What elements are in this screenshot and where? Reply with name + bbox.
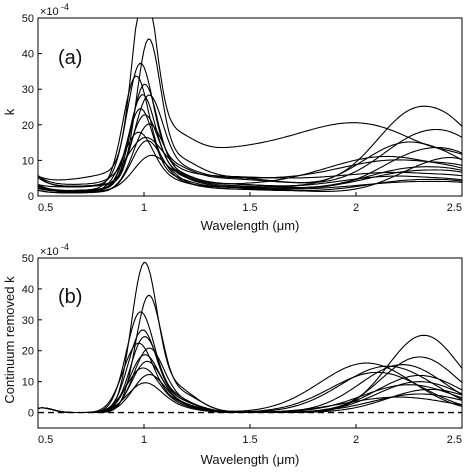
panel-b-y-multiplier-exponent: -4 — [61, 242, 69, 252]
panel-b-series-line-1 — [37, 261, 463, 414]
panel-b-label: (b) — [58, 286, 82, 308]
panel-a-x-axis-label: Wavelength (μm) — [201, 218, 300, 233]
panel-a-y-tick-label: 30 — [22, 84, 34, 96]
panel-b-series-line-10 — [37, 367, 463, 414]
panel-b-x-tick-label: 0.5 — [38, 434, 53, 446]
panel-b-y-tick-label: 0 — [28, 408, 34, 420]
panel-b-x-tick-label: 1 — [141, 434, 147, 446]
panel-a-y-multiplier-exponent: -4 — [61, 2, 69, 12]
panel-a-x-tick-label: 0.5 — [38, 202, 53, 214]
panel-a-series-line-3 — [37, 62, 463, 188]
panel-b-ticks: 0.5 1 1.5 2 2.5 0 10 20 30 40 50 — [22, 253, 463, 446]
panel-b-x-tick-label: 1.5 — [242, 434, 257, 446]
panel-a-series-line-2 — [37, 38, 463, 188]
panel-a-series-line-13 — [37, 136, 463, 185]
panel-b-y-multiplier: ×10 — [40, 246, 59, 258]
panel-b-series-line-12 — [37, 382, 463, 414]
panel-b-x-tick-label: 2 — [353, 434, 359, 446]
panel-a-x-tick-label: 1.5 — [242, 202, 257, 214]
panel-b-series-line-9 — [37, 360, 463, 414]
panel-a-series-line-9 — [37, 114, 463, 192]
panel-a-y-axis-label: k — [2, 108, 17, 115]
panel-a-x-tick-label: 2 — [353, 202, 359, 214]
panel-b-x-axis-label: Wavelength (μm) — [201, 452, 300, 467]
panel-b-series-line-6 — [37, 342, 463, 414]
panel-a-y-multiplier: ×10 — [40, 6, 59, 18]
panel-b-y-tick-label: 50 — [22, 253, 34, 265]
panel-b-curves — [37, 261, 463, 414]
panel-a: 0.5 1 1.5 2 2.5 0 10 20 30 40 50 (a) ×10 -4 k Wave… — [2, 2, 463, 233]
panel-a-series-line-14 — [37, 154, 463, 192]
panel-b-y-tick-label: 40 — [22, 284, 34, 296]
panel-a-x-tick-label: 2.5 — [447, 202, 462, 214]
panel-a-y-tick-label: 50 — [22, 13, 34, 25]
panel-a-series-line-11 — [37, 131, 463, 193]
panel-b-series-line-8 — [37, 354, 463, 414]
panel-b-y-tick-label: 10 — [22, 377, 34, 389]
panel-b-y-tick-label: 30 — [22, 315, 34, 327]
panel-b-series-line-4 — [37, 329, 463, 414]
panel-b-series-line-5 — [37, 336, 463, 414]
panel-b: 0.5 1 1.5 2 2.5 0 10 20 30 40 50 (b) ×10 -4 Contin… — [2, 242, 463, 467]
panel-a-y-tick-label: 20 — [22, 120, 34, 132]
panel-a-x-tick-label: 1 — [141, 202, 147, 214]
panel-b-frame — [37, 257, 463, 429]
panel-a-ticks: 0.5 1 1.5 2 2.5 0 10 20 30 40 50 — [22, 13, 463, 214]
panel-a-y-tick-label: 0 — [28, 191, 34, 203]
panel-a-curves — [37, 17, 463, 194]
panel-b-y-tick-label: 20 — [22, 346, 34, 358]
panel-a-series-line-1 — [37, 17, 463, 181]
panel-a-label: (a) — [58, 47, 82, 69]
panel-a-y-tick-label: 40 — [22, 49, 34, 61]
panel-b-x-tick-label: 2.5 — [447, 434, 462, 446]
panel-a-y-tick-label: 10 — [22, 155, 34, 167]
panel-b-y-axis-label: Continuum removed k — [2, 276, 17, 404]
